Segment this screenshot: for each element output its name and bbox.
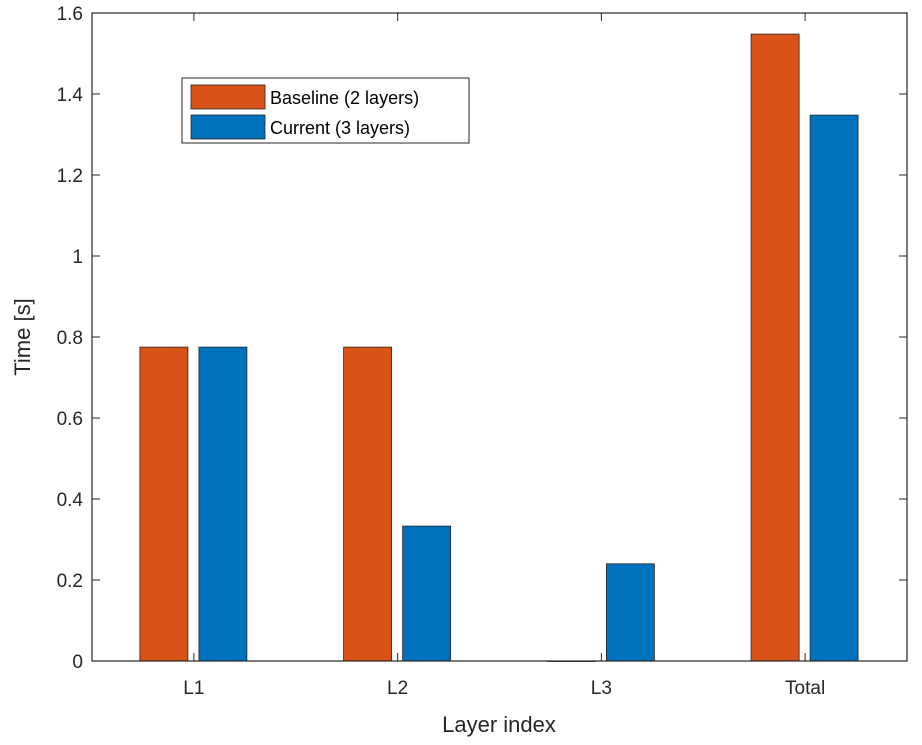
legend-label-baseline: Baseline (2 layers)	[270, 88, 419, 108]
x-axis-label: Layer index	[442, 712, 556, 737]
bars-group	[139, 33, 859, 662]
bar-current-l1	[198, 346, 248, 662]
bar-current-total	[809, 114, 859, 662]
x-tick-label-total: Total	[785, 678, 825, 699]
bar-baseline-l2	[343, 346, 393, 662]
y-tick-label: 0.2	[57, 571, 83, 592]
legend-swatch-current	[190, 114, 266, 140]
y-tick-label: 1	[72, 247, 83, 268]
y-tick-label: 0.4	[57, 490, 84, 511]
bar-baseline-l1	[139, 346, 189, 662]
y-axis-label: Time [s]	[10, 298, 35, 375]
y-tick-label: 1.6	[57, 4, 83, 25]
y-tick-label: 1.4	[57, 85, 84, 106]
x-tick-label-l2: L2	[387, 678, 408, 699]
y-tick-label: 0.6	[57, 409, 83, 430]
y-tick-label: 0	[72, 652, 83, 673]
x-tick-label-l3: L3	[591, 678, 612, 699]
bar-current-l2	[402, 525, 452, 662]
bar-baseline-total	[750, 33, 800, 662]
y-axis: 0 0.2 0.4 0.6 0.8 1 1.2 1.4 1.6	[57, 4, 907, 673]
bar-current-l3	[606, 563, 655, 662]
x-tick-label-l1: L1	[183, 678, 204, 699]
legend: Baseline (2 layers) Current (3 layers)	[181, 77, 470, 144]
x-axis: L1 L2 L3 Total	[183, 13, 825, 699]
legend-label-current: Current (3 layers)	[270, 118, 410, 138]
y-tick-label: 0.8	[57, 328, 83, 349]
legend-swatch-baseline	[190, 84, 266, 110]
y-tick-label: 1.2	[57, 166, 83, 187]
